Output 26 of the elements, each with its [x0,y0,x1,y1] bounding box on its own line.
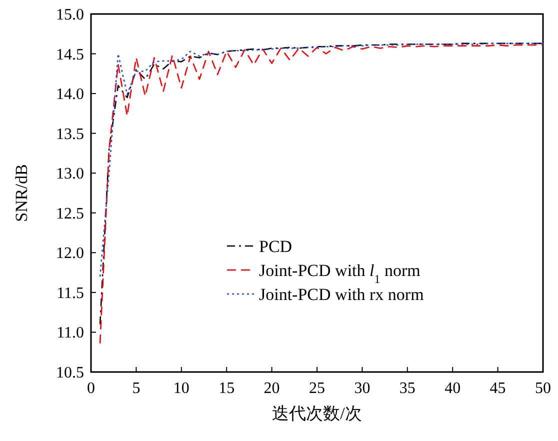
x-tick-label: 35 [399,380,416,397]
y-tick-label: 11.0 [56,324,84,342]
y-tick-label: 14.0 [56,86,84,104]
y-tick-label: 11.5 [56,284,84,302]
legend-label: Joint-PCD with rx norm [259,285,424,304]
y-tick-label: 12.0 [56,245,84,262]
x-tick-label: 15 [218,380,235,397]
x-tick-label: 25 [309,380,325,397]
y-tick-label: 15.0 [56,6,84,24]
x-tick-label: 20 [264,380,280,397]
y-tick-label: 12.5 [56,205,84,222]
x-tick-label: 5 [132,380,140,397]
x-tick-label: 50 [535,380,551,397]
y-tick-label: 10.5 [56,364,84,382]
legend-label: PCD [259,237,292,256]
y-axis-title: SNR/dB [12,164,31,222]
x-tick-label: 30 [354,380,370,397]
x-tick-label: 45 [490,380,506,397]
x-tick-label: 10 [173,380,190,397]
y-tick-label: 13.0 [56,166,84,183]
x-tick-label: 0 [87,380,95,397]
x-tick-label: 40 [444,380,461,397]
legend-label: Joint-PCD with l$_{1}$ norm [259,261,420,286]
y-tick-label: 14.5 [56,46,84,64]
y-tick-label: 13.5 [56,126,84,143]
x-axis-title: 迭代次数/次 [272,404,362,423]
